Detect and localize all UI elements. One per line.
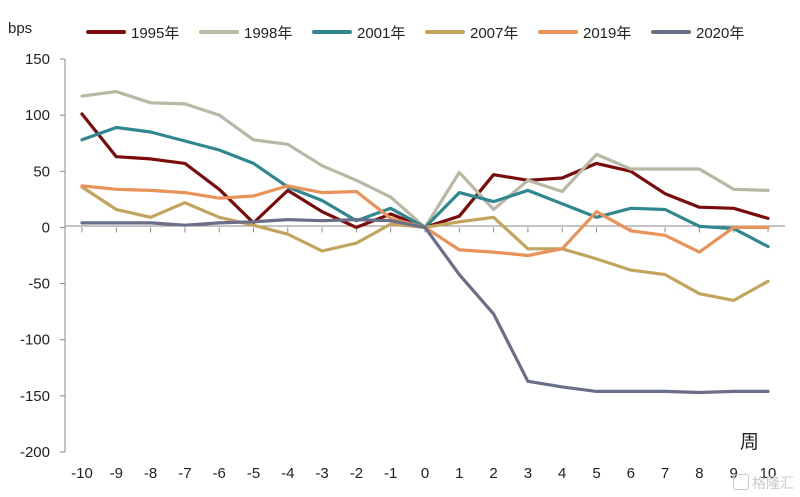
series-lines <box>80 89 770 395</box>
y-tick-label: -150 <box>20 388 50 405</box>
legend-label: 2001年 <box>357 25 405 42</box>
y-tick-label: -200 <box>20 444 50 461</box>
watermark-logo-icon <box>733 474 749 490</box>
x-tick-label: -1 <box>384 465 397 482</box>
y-axis-unit: bps <box>8 20 32 37</box>
legend-label: 2020年 <box>696 25 744 42</box>
x-tick-label: -4 <box>281 465 294 482</box>
x-tick-label: 10 <box>760 465 777 482</box>
y-tick-label: -100 <box>20 332 50 349</box>
watermark-text: 格隆汇 <box>752 476 794 492</box>
series-line-3 <box>80 185 770 302</box>
y-tick-label: 0 <box>42 219 50 236</box>
x-axis-unit: 周 <box>740 432 759 453</box>
legend-label: 2019年 <box>583 25 631 42</box>
x-tick-label: -2 <box>350 465 363 482</box>
x-tick-label: -6 <box>213 465 226 482</box>
legend: 1995年 1998年 2001年 2007年 2019年 2020年 <box>86 25 744 42</box>
watermark: 格隆汇 <box>733 473 794 493</box>
y-tick-label: 150 <box>25 51 50 68</box>
x-tick-label: 7 <box>661 465 669 482</box>
series-line-4 <box>80 184 770 258</box>
series-line-5 <box>80 218 770 395</box>
x-axis-ticks: -10 -9 -8 -7 -6 -5 -4 -3 -2 -1 0 1 2 3 4 5 6 7 8 9 10 <box>71 227 776 482</box>
x-tick-label: 5 <box>592 465 600 482</box>
x-tick-label: 3 <box>524 465 532 482</box>
y-tick-label: 50 <box>33 163 50 180</box>
x-tick-label: 4 <box>558 465 566 482</box>
x-tick-label: 2 <box>489 465 497 482</box>
x-tick-label: 8 <box>695 465 703 482</box>
x-tick-label: 9 <box>730 465 738 482</box>
x-tick-label: -3 <box>315 465 328 482</box>
x-tick-label: -9 <box>110 465 123 482</box>
x-tick-label: -7 <box>178 465 191 482</box>
x-tick-label: 1 <box>455 465 463 482</box>
x-tick-label: -10 <box>71 465 93 482</box>
x-tick-label: -5 <box>247 465 260 482</box>
x-tick-label: 0 <box>421 465 429 482</box>
y-tick-label: -50 <box>28 276 50 293</box>
series-line-1 <box>80 89 770 229</box>
legend-label: 1995年 <box>131 25 179 42</box>
x-tick-label: 6 <box>627 465 635 482</box>
legend-label: 1998年 <box>244 25 292 42</box>
x-tick-label: -8 <box>144 465 157 482</box>
y-axis-ticks: 150 100 50 0 -50 -100 -150 -200 <box>20 51 65 461</box>
legend-label: 2007年 <box>470 25 518 42</box>
y-tick-label: 100 <box>25 107 50 124</box>
